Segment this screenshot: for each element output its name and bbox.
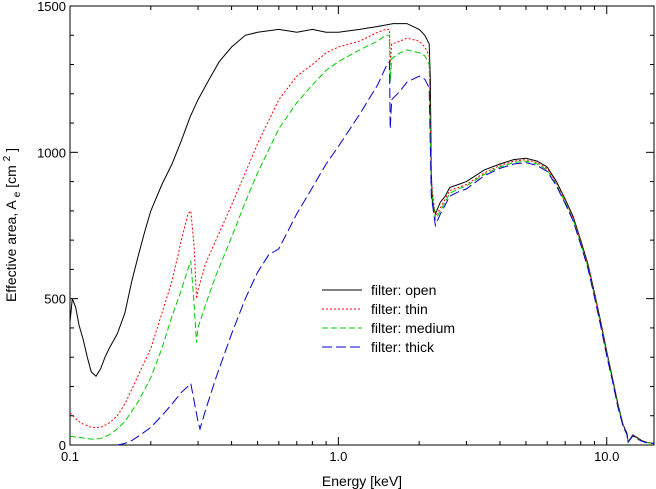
- y-axis-title: Effective area, A e [cm 2 ]: [0, 148, 23, 302]
- legend: filter: open filter: thin filter: medium…: [322, 282, 455, 355]
- legend-label-open: filter: open: [371, 282, 436, 298]
- axis-ticks: [69, 5, 654, 446]
- x-tick-label: 10.0: [594, 449, 619, 464]
- legend-entry-medium: filter: medium: [322, 320, 455, 336]
- y-axis-title-main: Effective area, A: [3, 200, 19, 302]
- y-tick-label: 500: [44, 292, 66, 307]
- axis-tick-labels: 0.1 1.0 10.0 0 500 1000 1500: [37, 0, 619, 464]
- legend-entry-thick: filter: thick: [322, 339, 435, 355]
- y-tick-label: 1500: [37, 0, 66, 14]
- x-tick-label: 1.0: [329, 449, 347, 464]
- y-tick-label: 1000: [37, 145, 66, 160]
- legend-label-thin: filter: thin: [371, 301, 428, 317]
- series-lines: [69, 23, 655, 446]
- plot-frame: [69, 5, 655, 446]
- legend-label-medium: filter: medium: [371, 320, 455, 336]
- series-line-filter-thick: [117, 59, 655, 446]
- y-axis-title-unit-close: ]: [3, 148, 19, 152]
- y-tick-label: 0: [59, 438, 66, 453]
- series-line-filter-medium: [69, 34, 655, 444]
- y-axis-title-subscript: e: [12, 191, 23, 197]
- legend-label-thick: filter: thick: [371, 339, 435, 355]
- legend-entry-open: filter: open: [322, 282, 436, 298]
- series-line-filter-open: [69, 23, 655, 444]
- y-axis-title-unit: [cm: [3, 165, 19, 188]
- legend-entry-thin: filter: thin: [322, 301, 428, 317]
- x-axis-title: Energy [keV]: [322, 473, 402, 489]
- series-line-filter-thin: [69, 28, 655, 444]
- x-tick-label: 0.1: [61, 449, 79, 464]
- y-axis-title-superscript: 2: [2, 155, 13, 161]
